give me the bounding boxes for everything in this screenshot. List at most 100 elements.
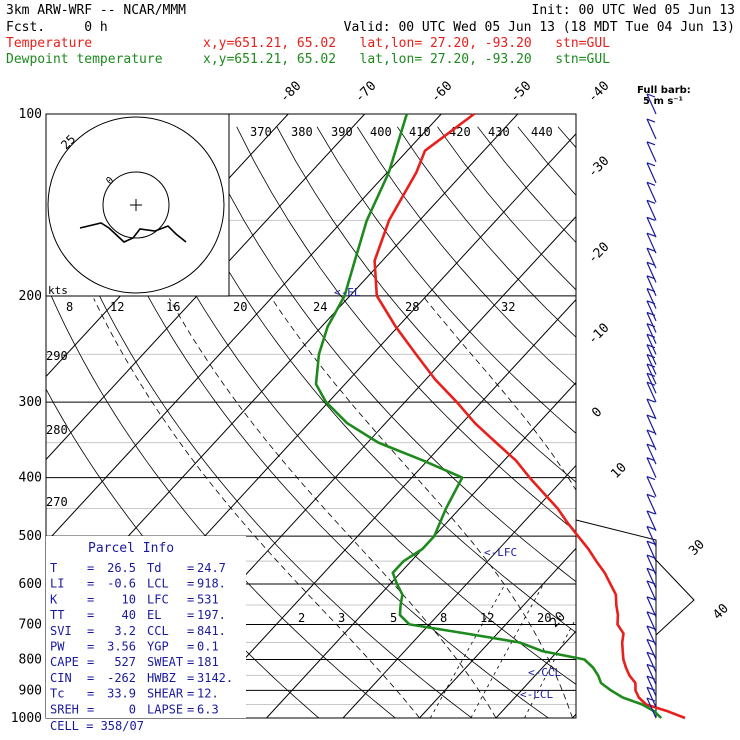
- dewpoint-profile-line: [314, 113, 663, 719]
- kts-tick-label: 32: [501, 300, 515, 314]
- parcel-info-key: HWBZ: [147, 671, 176, 685]
- parcel-info-eq: =: [87, 608, 94, 622]
- theta-label: 440: [531, 125, 553, 139]
- isotherm-top-label: -70: [352, 79, 379, 106]
- wind-barb-flag: [646, 353, 656, 359]
- parcel-info-eq: =: [187, 624, 194, 638]
- parcel-info-value: 527: [114, 655, 136, 669]
- theta-label: 420: [449, 125, 471, 139]
- parcel-info-value: 197.: [197, 608, 226, 622]
- wind-barb-flag: [646, 625, 656, 630]
- wind-barb-staff: [646, 580, 657, 602]
- parcel-info-key: CAPE: [50, 655, 79, 669]
- temperature-station-info: x,y=651.21, 65.02 lat,lon= 27.20, -93.20…: [203, 36, 610, 51]
- parcel-info-eq: =: [187, 671, 194, 685]
- level-annotation: <-LFC: [484, 546, 517, 559]
- parcel-info-value: 0.1: [197, 640, 219, 654]
- parcel-info-value: 6.3: [197, 702, 219, 716]
- wind-barb-staff: [646, 687, 657, 708]
- wind-barb-flag: [646, 275, 656, 280]
- isotherm-right-label: -20: [585, 240, 612, 267]
- wind-barb-flag: [646, 118, 656, 123]
- parcel-info-value: 3.2: [114, 624, 136, 638]
- parcel-info-value: 0: [129, 702, 136, 716]
- parcel-info-eq: =: [87, 655, 94, 669]
- wind-barb-flag: [646, 554, 656, 559]
- wind-barb-flag: [646, 567, 656, 572]
- dry-adiabat-line: [678, 127, 740, 731]
- parcel-info-cell: CELL = 358/07: [50, 719, 144, 733]
- wind-barb-flag: [646, 457, 656, 462]
- wind-barb-staff: [646, 323, 657, 344]
- init-time: Init: 00 UTC Wed 05 Jun 13: [532, 3, 736, 18]
- pressure-tick-label: 300: [19, 395, 42, 410]
- wind-barb-staff: [646, 664, 657, 685]
- theta-left-label: 280: [46, 423, 68, 437]
- parcel-info-key: SVI: [50, 624, 72, 638]
- parcel-info-eq: =: [187, 702, 194, 716]
- wind-barb-staff: [646, 639, 657, 660]
- wind-barb-staff: [646, 652, 657, 673]
- wind-barb-flag: [646, 596, 656, 601]
- kts-tick-label: 16: [166, 300, 180, 314]
- wind-barb-flag: [646, 216, 656, 221]
- pressure-tick-label: 400: [19, 471, 42, 486]
- isotherm-right-label: 40: [710, 601, 732, 623]
- parcel-info-value: -0.6: [107, 577, 136, 591]
- wind-barb-staff: [646, 275, 657, 297]
- parcel-info-eq: =: [187, 608, 194, 622]
- kts-label: kts: [48, 284, 68, 297]
- parcel-info-eq: =: [87, 561, 94, 575]
- pressure-tick-label: 800: [19, 652, 42, 667]
- pressure-tick-label: 900: [19, 683, 42, 698]
- isotherm-line: [342, 464, 576, 718]
- parcel-info-panel: [46, 536, 246, 718]
- wind-barb-staff: [646, 182, 657, 203]
- wind-barb-flag: [646, 525, 656, 531]
- dry-adiabat-line: [115, 126, 576, 685]
- mixing-ratio-label: 5: [390, 611, 397, 625]
- theta-left-label: 290: [46, 349, 68, 363]
- hodograph-inner-ring: [102, 171, 170, 239]
- wind-barb-flag: [646, 675, 656, 680]
- mixing-ratio-label: 2: [298, 611, 305, 625]
- wind-barb-staff: [646, 398, 657, 420]
- hodograph-outer-ring: [47, 116, 225, 294]
- wind-barb-flag: [646, 540, 656, 545]
- kts-tick-label: 20: [233, 300, 247, 314]
- wind-barb-flag: [646, 414, 656, 419]
- wind-barb-staff: [646, 476, 657, 497]
- mixing-ratio-label: 3: [338, 611, 345, 625]
- dry-adiabat-line: [46, 160, 473, 718]
- wind-barb-staff: [646, 381, 657, 403]
- wind-barb-flag: [646, 443, 656, 448]
- wind-barb-flag: [646, 686, 656, 691]
- wind-barb-flag: [646, 232, 656, 237]
- theta-label: 380: [291, 125, 313, 139]
- dry-adiabat-line: [719, 127, 740, 731]
- wind-barb-flag: [646, 261, 656, 266]
- isotherm-right-label: -30: [585, 154, 612, 181]
- isotherm-top-label: -60: [428, 79, 455, 106]
- wind-barb-flag: [646, 510, 656, 515]
- level-annotation: <-EL: [334, 286, 361, 299]
- dry-adiabat-line: [598, 127, 740, 731]
- wind-barb-staff: [646, 300, 657, 322]
- wind-barb-flag: [646, 663, 656, 669]
- pressure-tick-label: 1000: [11, 711, 42, 726]
- wind-barb-flag: [646, 311, 656, 317]
- parcel-info-key: LI: [50, 577, 64, 591]
- isotherm-right-label: 10: [608, 460, 630, 482]
- parcel-info-value: 12.: [197, 687, 219, 701]
- moist-adiabat-line: [271, 298, 573, 718]
- wind-barb-flag: [646, 697, 656, 702]
- isotherm-right-label: 30: [686, 537, 708, 559]
- wind-barb-flag: [646, 372, 656, 377]
- mixing-ratio-label: 8: [440, 611, 447, 625]
- dry-adiabat-line: [517, 126, 576, 196]
- mixing-ratio-label: 12: [480, 611, 494, 625]
- parcel-info-eq: =: [87, 624, 94, 638]
- parcel-info-key: SREH: [50, 702, 79, 716]
- parcel-info-value: 841.: [197, 624, 226, 638]
